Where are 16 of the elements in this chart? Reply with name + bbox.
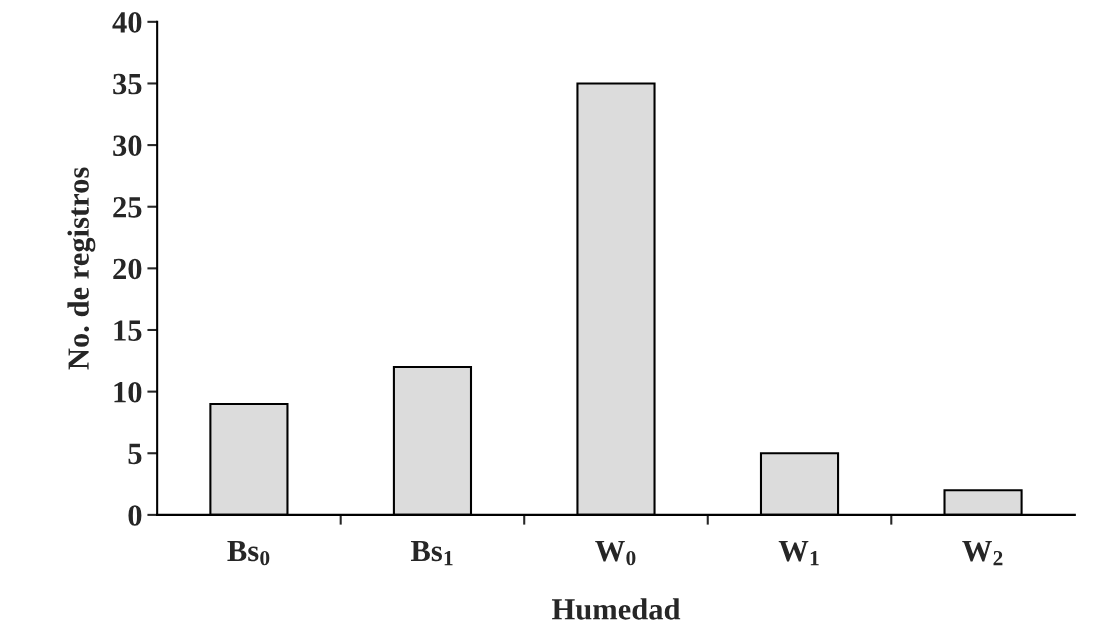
y-tick-label: 25	[113, 197, 142, 218]
y-tick-label: 15	[114, 320, 142, 341]
x-axis-title: Humedad	[551, 598, 681, 620]
y-tick-label: 30	[113, 135, 142, 156]
y-tick-label: 10	[114, 381, 142, 403]
y-tick-label: 5	[128, 443, 142, 465]
x-tick-label: Bs$_{0}$	[227, 540, 270, 566]
y-tick-label: 0	[128, 505, 142, 526]
x-tick-label: W$_{1}$	[778, 540, 819, 566]
y-tick-label: 35	[113, 73, 142, 95]
x-tick-label: W$_{0}$	[595, 540, 636, 566]
y-tick-label: 40	[112, 12, 142, 33]
y-axis-title: No. de registros	[67, 167, 96, 370]
x-tick-label: Bs$_{1}$	[410, 540, 453, 566]
x-tick-label: W$_{2}$	[962, 540, 1003, 566]
y-tick-label: 20	[113, 258, 142, 280]
